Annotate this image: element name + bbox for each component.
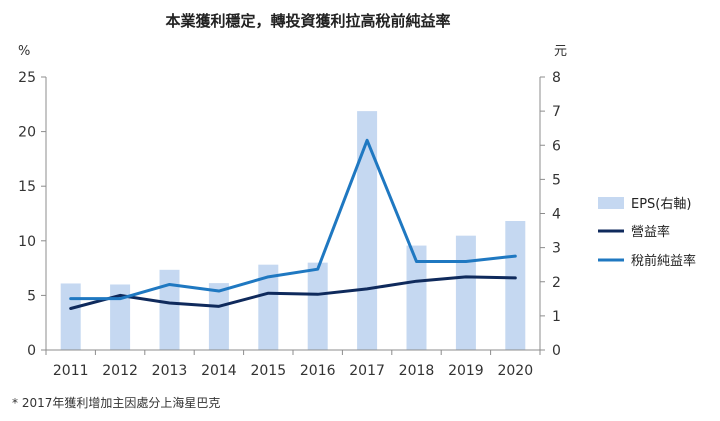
right-tick-label-8: 8 <box>552 70 561 86</box>
left-tick-label-10: 10 <box>18 234 36 250</box>
x-tick-label-2016: 2016 <box>300 363 336 379</box>
right-tick-label-7: 7 <box>552 104 561 120</box>
right-tick-label-1: 1 <box>552 309 561 325</box>
x-tick-label-2019: 2019 <box>448 363 484 379</box>
left-tick-label-5: 5 <box>27 288 36 304</box>
eps-bar-2011 <box>60 283 81 350</box>
eps-bar-2012 <box>110 284 131 350</box>
left-tick-label-25: 25 <box>18 70 36 86</box>
right-tick-label-4: 4 <box>552 207 561 223</box>
left-tick-label-0: 0 <box>27 343 36 359</box>
x-tick-label-2013: 2013 <box>152 363 188 379</box>
plot-area: 0 5 10 15 20 25 0 1 2 3 4 5 6 7 8 2011 2012 2013 2014 2015 2… <box>18 70 561 379</box>
legend-label-eps: EPS(右軸) <box>631 197 691 212</box>
operating-margin-line <box>69 275 517 311</box>
eps-bar-2019 <box>455 235 476 350</box>
x-tick-label-2017: 2017 <box>349 363 385 379</box>
right-tick-label-3: 3 <box>552 241 561 257</box>
left-axis-unit: % <box>18 44 30 59</box>
x-tick-label-2014: 2014 <box>201 363 237 379</box>
eps-bar-2020 <box>505 221 526 350</box>
eps-bar-2018 <box>406 245 427 350</box>
eps-bar-2015 <box>258 264 279 350</box>
chart-title: 本業獲利穩定，轉投資獲利拉高稅前純益率 <box>165 12 450 30</box>
x-tick-label-2011: 2011 <box>53 363 89 379</box>
x-tick-label-2012: 2012 <box>102 363 138 379</box>
right-tick-label-0: 0 <box>552 343 561 359</box>
right-tick-label-6: 6 <box>552 138 561 154</box>
eps-bar-2017 <box>357 111 378 350</box>
legend-swatch-eps <box>598 197 624 209</box>
pretax-margin-line <box>69 138 517 301</box>
left-tick-label-20: 20 <box>18 125 36 141</box>
legend-label-pretax-margin: 稅前純益率 <box>631 253 696 269</box>
x-tick-label-2020: 2020 <box>497 363 533 379</box>
eps-bar-2014 <box>208 283 229 350</box>
eps-bar-2013 <box>159 269 180 350</box>
right-axis-unit: 元 <box>554 44 567 59</box>
x-tick-label-2015: 2015 <box>250 363 286 379</box>
legend-label-operating-margin: 營益率 <box>631 224 670 240</box>
eps-bar-2016 <box>307 262 328 350</box>
x-tick-label-2018: 2018 <box>399 363 435 379</box>
right-tick-label-2: 2 <box>552 275 561 291</box>
footnote: * 2017年獲利增加主因處分上海星巴克 <box>12 395 220 410</box>
left-tick-label-15: 15 <box>18 179 36 195</box>
right-tick-label-5: 5 <box>552 172 561 188</box>
